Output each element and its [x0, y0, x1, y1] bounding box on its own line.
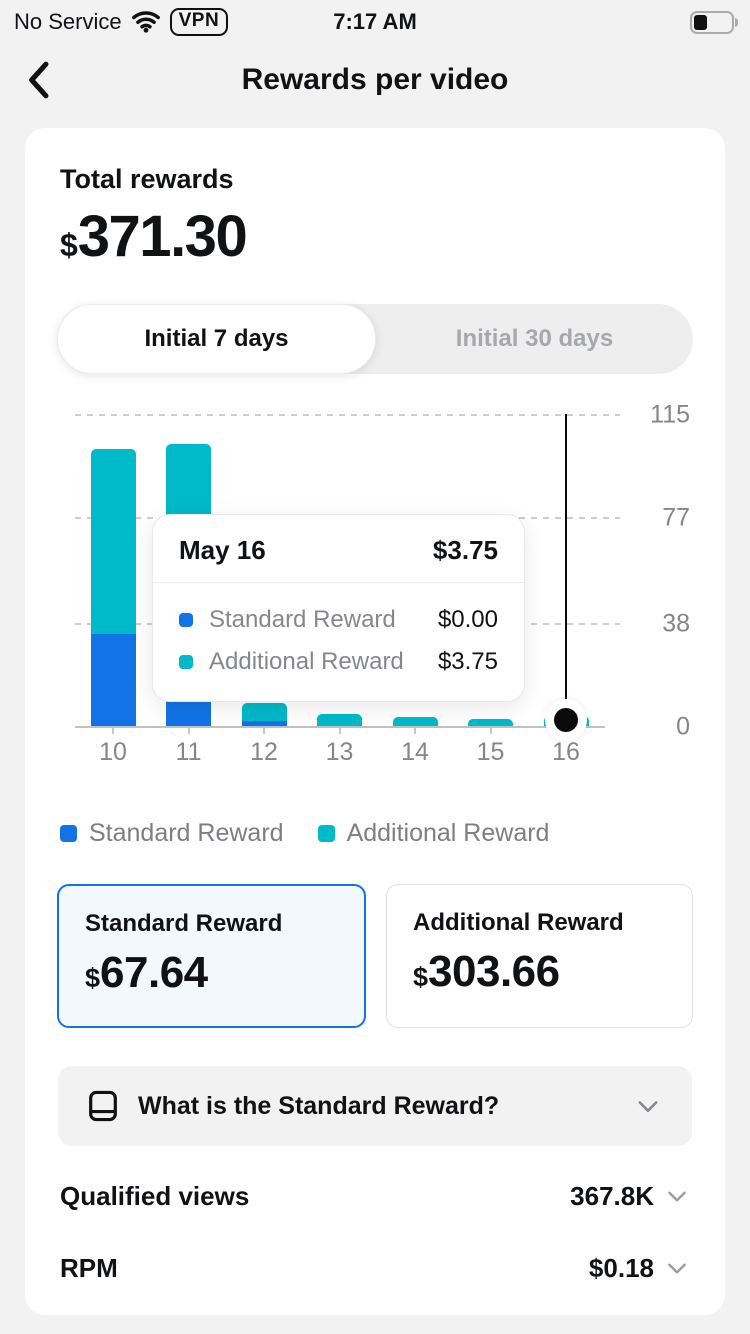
total-amount-value: 371.30: [77, 204, 248, 269]
wifi-icon: [131, 11, 160, 33]
tooltip-divider: [153, 582, 524, 583]
rpm-value[interactable]: $0.18: [589, 1253, 690, 1284]
tooltip-header: May 16 $3.75: [153, 515, 524, 582]
currency-symbol: $: [85, 963, 101, 993]
bar-12-additional[interactable]: [241, 702, 287, 721]
tooltip-date: May 16: [179, 535, 266, 565]
tooltip-row-label: Additional Reward: [209, 648, 404, 675]
x-axis-label: 16: [552, 738, 580, 766]
legend-label: Standard Reward: [89, 819, 284, 847]
rewards-card: Total rewards $371.30 Initial 7 days Ini…: [25, 128, 725, 1315]
chevron-down-icon: [668, 1263, 686, 1274]
rpm-row: RPM $0.18: [60, 1232, 690, 1304]
reward-card-title: Standard Reward: [85, 910, 283, 937]
tooltip-row-label: Standard Reward: [209, 606, 396, 633]
chevron-down-icon: [668, 1191, 686, 1202]
tab-initial-7-days[interactable]: Initial 7 days: [57, 304, 376, 374]
currency-symbol: $: [60, 227, 78, 263]
total-rewards-summary: Total rewards $371.30: [25, 128, 725, 270]
battery-fill: [694, 14, 707, 30]
stat-label: Qualified views: [60, 1180, 250, 1211]
page-title: Rewards per video: [241, 63, 509, 96]
y-axis-label: 0: [676, 712, 690, 741]
additional-reward-card[interactable]: Additional Reward $303.66: [386, 884, 693, 1028]
x-axis-tick: [263, 726, 265, 734]
bar-10-additional[interactable]: [90, 449, 136, 634]
x-axis-label: 13: [325, 738, 354, 766]
x-axis-label: 10: [99, 738, 127, 766]
status-bar: No Service VPN 7:17 AM: [0, 0, 750, 44]
total-rewards-label: Total rewards: [60, 164, 234, 194]
additional-reward-swatch: [179, 655, 193, 669]
reward-card-value: 303.66: [428, 947, 560, 996]
y-axis-label: 115: [650, 400, 690, 429]
x-axis-tick: [187, 726, 190, 734]
y-axis-label: 77: [662, 503, 690, 532]
status-time: 7:17 AM: [333, 9, 417, 34]
guide-book-icon: [89, 1090, 117, 1122]
gridline: [75, 414, 620, 416]
faq-row[interactable]: What is the Standard Reward?: [58, 1066, 692, 1146]
tooltip-row-additional: Additional Reward $3.75: [179, 641, 498, 683]
selected-point-marker[interactable]: [554, 708, 578, 732]
qualified-views-row: Qualified views 367.8K: [60, 1160, 690, 1232]
x-axis-label: 14: [401, 738, 429, 766]
header: Rewards per video: [0, 44, 750, 116]
back-button[interactable]: [26, 58, 66, 102]
reward-breakdown-cards: Standard Reward $67.64 Additional Reward…: [57, 884, 693, 1028]
x-axis-label: 11: [175, 738, 202, 766]
bar-12-standard[interactable]: [241, 720, 287, 726]
x-axis-label: 15: [476, 738, 505, 766]
selected-day-line: [565, 414, 567, 726]
legend-label: Additional Reward: [346, 819, 550, 847]
x-axis-tick: [489, 726, 492, 734]
standard-reward-swatch: [179, 613, 193, 627]
stat-value: 367.8K: [570, 1180, 654, 1211]
faq-question: What is the Standard Reward?: [138, 1091, 500, 1120]
bar-10-standard[interactable]: [90, 633, 136, 726]
legend-item-additional: Additional Reward: [317, 819, 550, 848]
period-segmented-control: Initial 7 days Initial 30 days: [57, 304, 693, 374]
standard-reward-card[interactable]: Standard Reward $67.64: [57, 884, 366, 1028]
reward-card-title: Additional Reward: [413, 909, 624, 936]
tooltip-row-value: $3.75: [437, 648, 498, 675]
x-axis-tick: [112, 726, 114, 734]
stat-value: $0.18: [588, 1252, 654, 1283]
tooltip-total: $3.75: [432, 535, 498, 565]
qualified-views-value[interactable]: 367.8K: [570, 1181, 690, 1212]
y-axis-label: 38: [662, 609, 690, 638]
rewards-bar-chart: 16 15 14 13 12 11 10 0 38 77 115 May 16 $3.75 Stan…: [25, 400, 725, 779]
tooltip-row-value: $0.00: [437, 606, 498, 633]
reward-card-value: 67.64: [100, 948, 208, 997]
bar-15-additional[interactable]: [468, 719, 513, 726]
chevron-down-icon: [638, 1101, 658, 1112]
chart-tooltip: May 16 $3.75 Standard Reward $0.00 Addit…: [152, 514, 525, 702]
stat-label: RPM: [60, 1252, 118, 1283]
bar-13-additional[interactable]: [317, 713, 362, 726]
vpn-badge: VPN: [169, 8, 229, 36]
battery-icon: [690, 10, 738, 34]
currency-symbol: $: [413, 962, 429, 992]
x-axis-label: 12: [250, 738, 278, 766]
chart-legend: Standard Reward Additional Reward: [60, 819, 725, 848]
x-axis-tick: [338, 726, 341, 734]
x-axis-tick: [414, 726, 416, 734]
carrier-label: No Service: [14, 9, 122, 34]
standard-reward-swatch: [60, 825, 77, 842]
x-axis-line: [75, 726, 605, 728]
bar-14-additional[interactable]: [392, 716, 438, 726]
total-rewards-amount: $371.30: [60, 203, 690, 270]
legend-item-standard: Standard Reward: [60, 819, 284, 848]
tab-initial-30-days[interactable]: Initial 30 days: [455, 325, 614, 352]
additional-reward-swatch: [317, 825, 335, 842]
stats-section: Qualified views 367.8K RPM $0.18: [60, 1160, 690, 1304]
tooltip-row-standard: Standard Reward $0.00: [179, 599, 498, 641]
chevron-left-icon: [29, 61, 49, 99]
